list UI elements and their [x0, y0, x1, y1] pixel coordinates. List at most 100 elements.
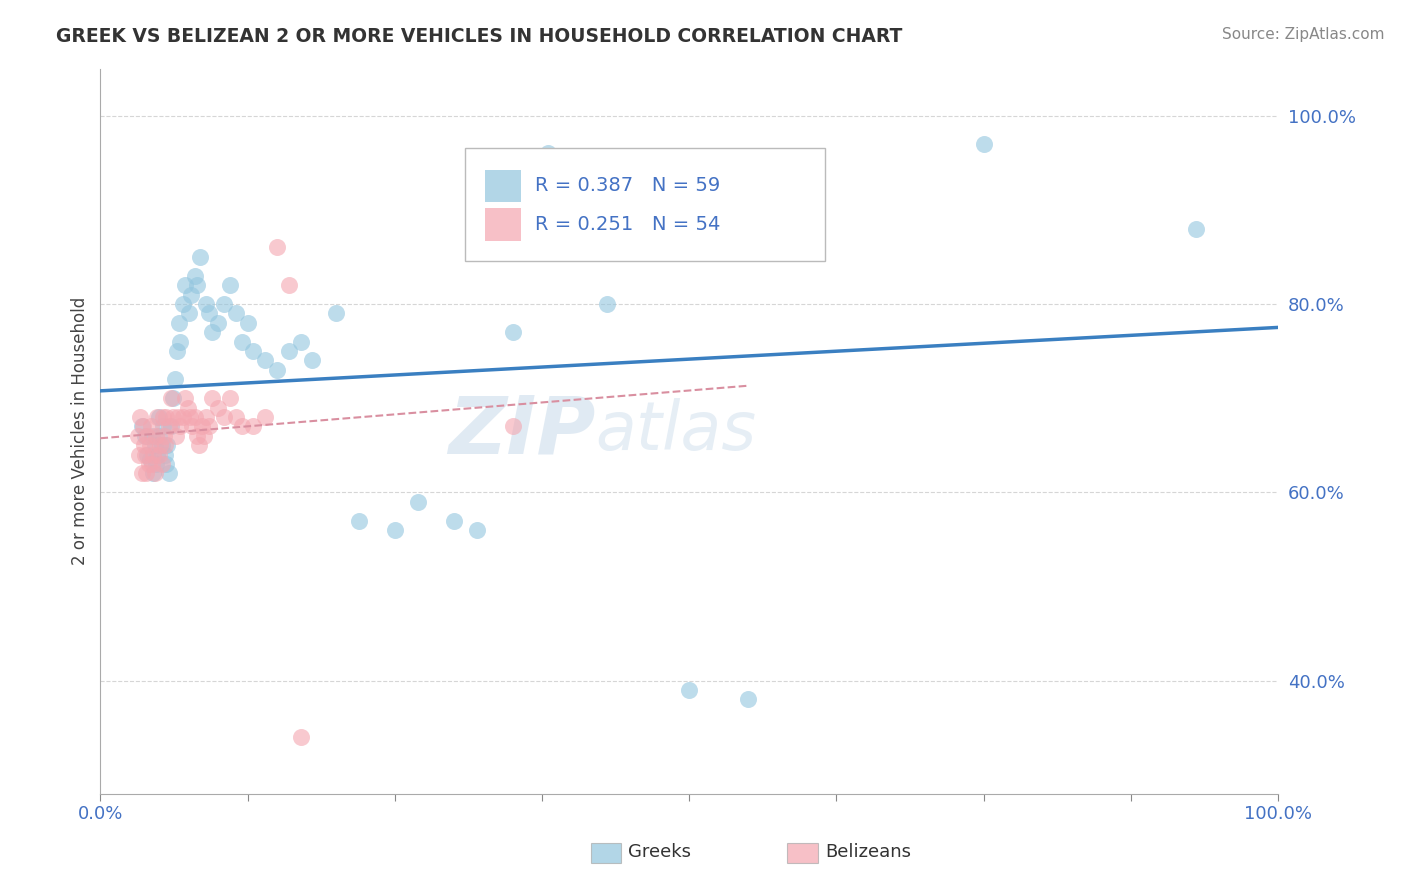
- Point: [219, 278, 242, 293]
- Point: [150, 457, 173, 471]
- Point: [301, 353, 323, 368]
- Point: [128, 448, 150, 462]
- Point: [127, 429, 149, 443]
- Text: R = 0.387   N = 59: R = 0.387 N = 59: [534, 177, 720, 195]
- Point: [129, 409, 152, 424]
- Point: [408, 494, 430, 508]
- FancyBboxPatch shape: [465, 148, 825, 260]
- Point: [254, 353, 277, 368]
- Point: [172, 297, 194, 311]
- Point: [153, 429, 176, 443]
- Point: [443, 514, 465, 528]
- Point: [136, 429, 159, 443]
- Point: [145, 429, 167, 443]
- Point: [131, 419, 153, 434]
- Point: [148, 429, 170, 443]
- Point: [155, 457, 177, 471]
- Point: [134, 448, 156, 462]
- Point: [142, 467, 165, 481]
- Point: [183, 409, 205, 424]
- Point: [231, 419, 253, 434]
- Point: [596, 297, 619, 311]
- Point: [169, 334, 191, 349]
- Point: [180, 287, 202, 301]
- Point: [537, 146, 560, 161]
- Text: GREEK VS BELIZEAN 2 OR MORE VEHICLES IN HOUSEHOLD CORRELATION CHART: GREEK VS BELIZEAN 2 OR MORE VEHICLES IN …: [56, 27, 903, 45]
- Point: [132, 438, 155, 452]
- Point: [149, 438, 172, 452]
- Point: [167, 409, 190, 424]
- Point: [236, 316, 259, 330]
- Point: [290, 334, 312, 349]
- Point: [737, 692, 759, 706]
- Point: [169, 419, 191, 434]
- Point: [502, 325, 524, 339]
- Point: [502, 419, 524, 434]
- Point: [146, 448, 169, 462]
- Point: [139, 438, 162, 452]
- Point: [186, 278, 208, 293]
- Point: [156, 438, 179, 452]
- Point: [186, 429, 208, 443]
- Point: [141, 429, 163, 443]
- Point: [188, 438, 211, 452]
- Point: [219, 391, 242, 405]
- Point: [157, 467, 180, 481]
- Point: [132, 419, 155, 434]
- Point: [384, 523, 406, 537]
- Point: [465, 523, 488, 537]
- Point: [163, 372, 186, 386]
- Point: [290, 730, 312, 744]
- Point: [195, 409, 218, 424]
- Point: [349, 514, 371, 528]
- Text: Source: ZipAtlas.com: Source: ZipAtlas.com: [1222, 27, 1385, 42]
- Point: [157, 419, 180, 434]
- Text: R = 0.251   N = 54: R = 0.251 N = 54: [534, 215, 720, 234]
- Point: [254, 409, 277, 424]
- Point: [162, 409, 184, 424]
- Text: Belizeans: Belizeans: [825, 843, 911, 861]
- Point: [266, 363, 288, 377]
- Point: [142, 448, 165, 462]
- Point: [266, 240, 288, 254]
- Point: [176, 401, 198, 415]
- Point: [172, 409, 194, 424]
- Point: [201, 391, 224, 405]
- Point: [148, 448, 170, 462]
- Point: [160, 419, 183, 434]
- Point: [678, 683, 700, 698]
- Text: atlas: atlas: [595, 398, 756, 464]
- FancyBboxPatch shape: [485, 208, 520, 241]
- Point: [153, 438, 176, 452]
- Point: [165, 429, 187, 443]
- Point: [973, 136, 995, 151]
- Point: [179, 409, 201, 424]
- Text: ZIP: ZIP: [447, 392, 595, 470]
- Text: Greeks: Greeks: [628, 843, 692, 861]
- Point: [193, 429, 215, 443]
- Point: [166, 344, 188, 359]
- Point: [242, 344, 264, 359]
- Point: [160, 391, 183, 405]
- Point: [150, 438, 173, 452]
- Point: [277, 278, 299, 293]
- Point: [139, 419, 162, 434]
- Point: [138, 457, 160, 471]
- Point: [181, 419, 204, 434]
- Point: [143, 438, 166, 452]
- Point: [190, 419, 212, 434]
- Point: [152, 409, 174, 424]
- Point: [242, 419, 264, 434]
- Point: [141, 457, 163, 471]
- Point: [212, 409, 235, 424]
- Point: [167, 316, 190, 330]
- Point: [207, 316, 229, 330]
- Point: [277, 344, 299, 359]
- FancyBboxPatch shape: [485, 169, 520, 202]
- Point: [153, 448, 176, 462]
- Point: [177, 306, 200, 320]
- Point: [174, 391, 197, 405]
- Point: [325, 306, 347, 320]
- Point: [225, 306, 247, 320]
- Point: [207, 401, 229, 415]
